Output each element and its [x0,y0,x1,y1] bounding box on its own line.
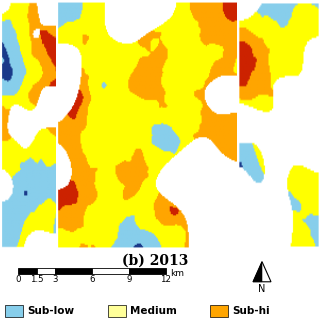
Bar [36,268,55,274]
Text: (b) 2013: (b) 2013 [122,254,188,268]
Polygon shape [253,262,262,282]
Text: N: N [258,284,266,294]
Bar [210,305,228,317]
Text: km: km [170,269,184,278]
Bar [5,305,23,317]
Text: Sub-low: Sub-low [27,306,74,316]
Text: 3: 3 [52,275,58,284]
Text: 1.5: 1.5 [30,275,43,284]
Text: Sub-hi: Sub-hi [232,306,270,316]
Bar [55,268,92,274]
Bar [129,268,166,274]
Bar [18,268,36,274]
Bar [108,305,126,317]
Text: Medium: Medium [130,306,177,316]
Polygon shape [253,262,271,282]
Text: 12: 12 [161,275,172,284]
Text: 6: 6 [89,275,95,284]
Text: 9: 9 [126,275,132,284]
Text: 0: 0 [15,275,21,284]
Bar [92,268,129,274]
